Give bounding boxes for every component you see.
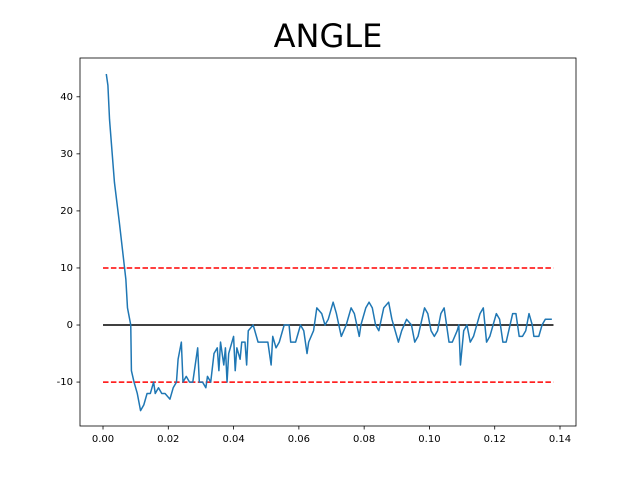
- y-tick-label: 40: [60, 92, 73, 103]
- x-tick-label: 0.14: [549, 434, 571, 445]
- y-tick-label: 10: [60, 263, 73, 274]
- y-tick-label: 30: [60, 149, 73, 160]
- x-tick-label: 0.12: [484, 434, 506, 445]
- x-tick-label: 0.10: [418, 434, 440, 445]
- y-tick-label: -10: [57, 377, 73, 388]
- y-tick-label: 20: [60, 206, 73, 217]
- y-tick-label: 0: [67, 320, 73, 331]
- chart-title: ANGLE: [274, 17, 383, 55]
- plot-frame: [79, 57, 577, 427]
- x-tick-label: 0.08: [353, 434, 375, 445]
- x-tick-label: 0.04: [222, 434, 244, 445]
- x-tick-label: 0.06: [288, 434, 310, 445]
- data-line: [105, 73, 552, 412]
- x-tick-label: 0.02: [157, 434, 179, 445]
- x-tick-label: 0.00: [92, 434, 114, 445]
